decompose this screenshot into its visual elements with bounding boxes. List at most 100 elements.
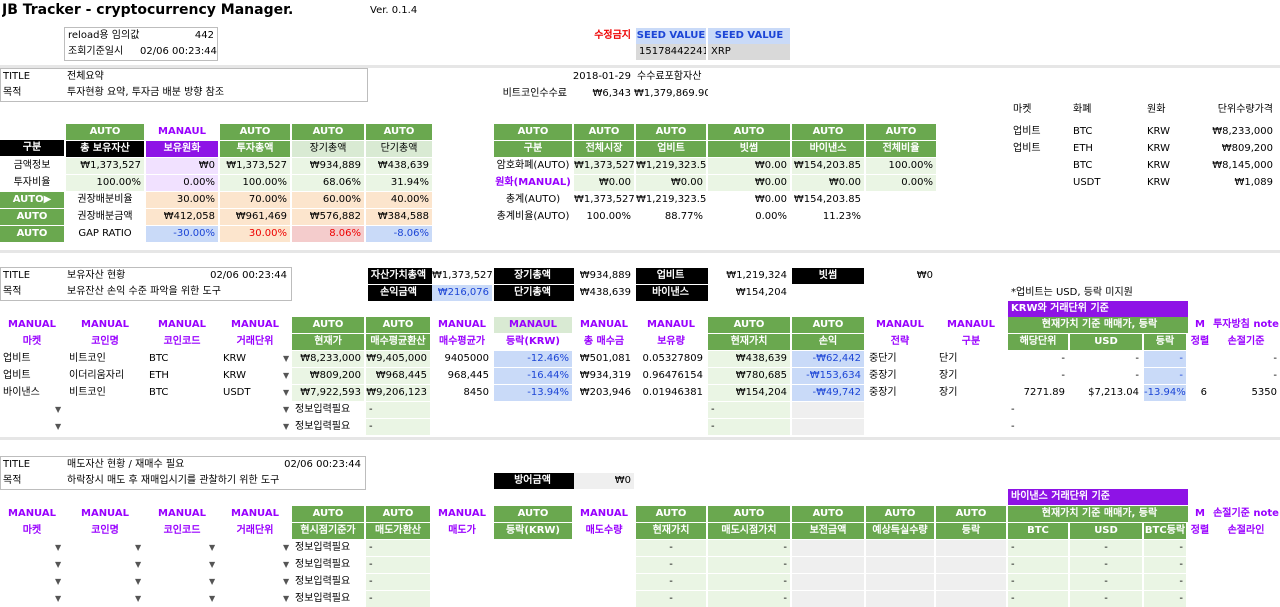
column-type: AUTO (366, 317, 430, 333)
unit-dropdown-icon[interactable]: ▼ (283, 354, 290, 363)
code-dropdown-icon[interactable]: ▼ (209, 560, 216, 569)
row-cell[interactable]: 9405000 (444, 353, 489, 364)
exch-cell: 0.00% (866, 175, 936, 191)
column-type: MANUAL (81, 319, 129, 330)
row-cell[interactable]: 비트코인 (69, 353, 106, 364)
row-cell[interactable]: BTC (149, 353, 169, 364)
row-cell[interactable]: KRW (223, 353, 246, 364)
row-cell: - (1061, 353, 1065, 364)
empty-cell (936, 574, 1006, 590)
dash-cell: - (1070, 540, 1142, 556)
row-cell: ₩154,204 (708, 385, 790, 401)
dash-cell: - (1070, 574, 1142, 590)
row-cell[interactable]: 업비트 (3, 370, 31, 381)
exch-cell: ₩154,203.85 (793, 194, 861, 205)
coin-dropdown-icon[interactable]: ▼ (135, 543, 142, 552)
row-cell[interactable]: 이더리움자리 (69, 370, 125, 381)
row-cell[interactable]: 8450 (463, 387, 489, 398)
recommended-amount-cell[interactable]: ₩576,882 (292, 209, 364, 225)
subgroup-header: 현재가치 기준 매매가, 등락 (1008, 317, 1188, 333)
gap-ratio-cell[interactable]: -30.00% (146, 226, 218, 242)
krw-base-header: KRW와 거래단위 기준 (1008, 301, 1188, 317)
row-cell: ₩9,206,123 (366, 385, 430, 401)
subgroup-col: BTC (1008, 523, 1068, 539)
market-dropdown-icon[interactable]: ▼ (55, 422, 62, 431)
column-header: 현재가치 (708, 334, 790, 350)
gap-ratio-cell[interactable]: 8.06% (292, 226, 364, 242)
recommended-amount-cell[interactable]: ₩961,469 (220, 209, 290, 225)
auto-side-label[interactable]: AUTO▶ (0, 192, 64, 208)
row-cell: - (1135, 370, 1139, 381)
row-cell[interactable]: 업비트 (3, 353, 31, 364)
row-cell[interactable]: 바이낸스 (3, 387, 40, 398)
row-cell[interactable]: USDT (223, 387, 251, 398)
row-cell[interactable]: 중단기 (869, 353, 897, 364)
market-dropdown-icon[interactable]: ▼ (283, 405, 290, 414)
code-dropdown-icon[interactable]: ▼ (209, 543, 216, 552)
row-cell[interactable]: 단기 (939, 353, 958, 364)
row-cell[interactable]: 비트코인 (69, 387, 106, 398)
btc-fee-label: 비트코인수수료 (502, 88, 567, 99)
row-cell[interactable]: BTC (149, 387, 169, 398)
row-cell[interactable]: 중장기 (869, 387, 897, 398)
row-cell[interactable]: 중장기 (869, 370, 897, 381)
ratio-cell: 100.00% (66, 175, 144, 191)
amount-cell: ₩0 (146, 158, 218, 174)
column-header: 등락 (936, 523, 1006, 539)
bithumb-value: ₩0 (916, 270, 933, 281)
unit-dropdown-icon[interactable]: ▼ (283, 371, 290, 380)
market-dropdown-icon[interactable]: ▼ (55, 543, 62, 552)
unit-dropdown-icon[interactable]: ▼ (283, 577, 290, 586)
rates-cell (1010, 158, 1070, 174)
market-dropdown-icon[interactable]: ▼ (55, 405, 62, 414)
recommended-amount-cell[interactable]: ₩412,058 (146, 209, 218, 225)
gap-ratio-cell[interactable]: 30.00% (220, 226, 290, 242)
row-cell: ₩780,685 (708, 368, 790, 384)
dash-cell: - (708, 402, 790, 418)
column-type: AUTO (636, 506, 706, 522)
row-cell[interactable]: ETH (149, 370, 169, 381)
empty-cell (866, 591, 934, 607)
recommended-ratio-cell[interactable]: 60.00% (292, 192, 364, 208)
row-cell[interactable]: KRW (223, 370, 246, 381)
unit-dropdown-icon[interactable]: ▼ (283, 560, 290, 569)
recommended-ratio-cell[interactable]: 40.00% (366, 192, 432, 208)
row-cell: ₩203,946 (579, 387, 631, 398)
unit-dropdown-icon[interactable]: ▼ (283, 388, 290, 397)
row-cell[interactable]: - (1273, 370, 1277, 381)
market-dropdown-icon[interactable]: ▼ (55, 577, 62, 586)
coin-dropdown-icon[interactable]: ▼ (135, 560, 142, 569)
market-dropdown-icon[interactable]: ▼ (55, 594, 62, 603)
column-type: MANUAL (81, 508, 129, 519)
column-type: MANUAL (438, 508, 486, 519)
auto-side-label: AUTO (0, 209, 64, 225)
code-dropdown-icon[interactable]: ▼ (209, 594, 216, 603)
row-cell[interactable]: 장기 (939, 370, 958, 381)
gap-ratio-cell[interactable]: -8.06% (366, 226, 432, 242)
recommended-amount-cell[interactable]: ₩384,588 (366, 209, 432, 225)
column-header: 매도가 (448, 525, 476, 536)
market-dropdown-icon[interactable]: ▼ (55, 560, 62, 569)
row-cell[interactable]: 장기 (939, 387, 958, 398)
row-cell[interactable]: 6 (1200, 387, 1207, 398)
coin-dropdown-icon[interactable]: ▼ (135, 577, 142, 586)
holdings-time: 02/06 00:23:44 (210, 270, 287, 281)
recommended-ratio-cell[interactable]: 70.00% (220, 192, 290, 208)
summary-header: 장기총액 (292, 141, 364, 157)
row-cell[interactable]: 5350 (1251, 387, 1277, 398)
ratio-cell: 100.00% (220, 175, 290, 191)
recommended-ratio-cell[interactable]: 30.00% (146, 192, 218, 208)
coin-dropdown-icon[interactable]: ▼ (135, 594, 142, 603)
row-cell[interactable] (1190, 368, 1210, 384)
long-value: ₩934,889 (579, 270, 631, 281)
market-dropdown-icon[interactable]: ▼ (283, 422, 290, 431)
unit-dropdown-icon[interactable]: ▼ (283, 543, 290, 552)
row-cell[interactable] (1190, 351, 1210, 367)
row-cell: -13.94% (494, 385, 572, 401)
row-cell[interactable]: - (1273, 353, 1277, 364)
row-cell[interactable]: 968,445 (447, 370, 489, 381)
reload-value[interactable]: 442 (194, 30, 214, 41)
rates-header: 단위수량가격 (1217, 104, 1273, 115)
code-dropdown-icon[interactable]: ▼ (209, 577, 216, 586)
unit-dropdown-icon[interactable]: ▼ (283, 594, 290, 603)
